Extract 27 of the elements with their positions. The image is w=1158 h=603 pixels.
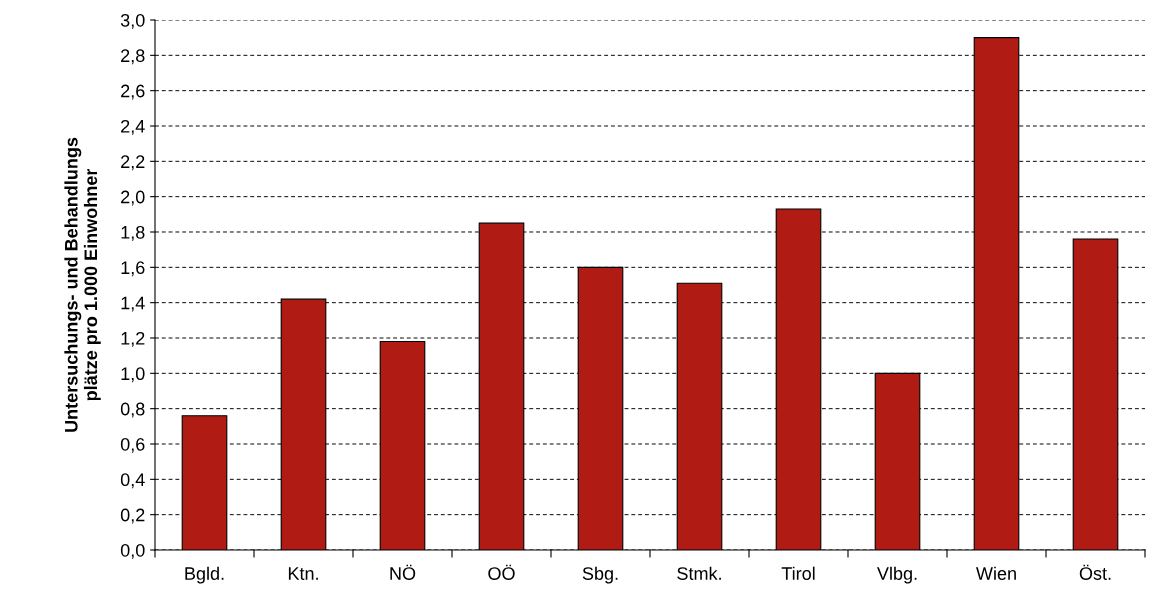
x-tick-label: Tirol — [781, 566, 815, 580]
y-tick-label: 2,6 — [121, 84, 145, 100]
x-tick-label: Öst. — [1079, 564, 1111, 580]
x-tick-label: OÖ — [488, 564, 515, 580]
y-tick-label: 0,4 — [120, 473, 145, 489]
y-tick-label: 3,0 — [120, 13, 145, 29]
y-tick-label: 2,2 — [121, 155, 145, 171]
x-tick-label: Sbg. — [582, 566, 618, 584]
y-tick-label: 0,0 — [120, 543, 145, 559]
y-tick-label: 1,0 — [121, 367, 145, 383]
x-tick-label: NÖ — [390, 564, 416, 580]
x-tick-label: Stmk. — [677, 566, 721, 580]
y-axis-title: Untersuchungs- und Behandlungs plätze pro 1.000 Einwohner — [64, 137, 101, 432]
y-tick-label: 2,8 — [121, 49, 145, 65]
y-tick-label: 1,6 — [121, 261, 145, 277]
x-tick-label: Vlbg. — [877, 566, 917, 584]
x-tick-label: Ktn. — [288, 567, 318, 580]
y-tick-label: 0,6 — [120, 437, 145, 453]
x-tick-label: Bgld. — [185, 566, 224, 584]
y-tick-label: 0,2 — [120, 508, 145, 524]
y-tick-label: 1,4 — [121, 296, 145, 312]
y-tick-label: 0,8 — [120, 402, 145, 418]
y-tick-label: 2,0 — [121, 190, 145, 206]
y-tick-label: 1,2 — [121, 331, 145, 347]
y-tick-label: 1,8 — [121, 225, 145, 241]
y-tick-label: 2,4 — [121, 119, 145, 135]
x-tick-label: Wien — [976, 566, 1016, 580]
